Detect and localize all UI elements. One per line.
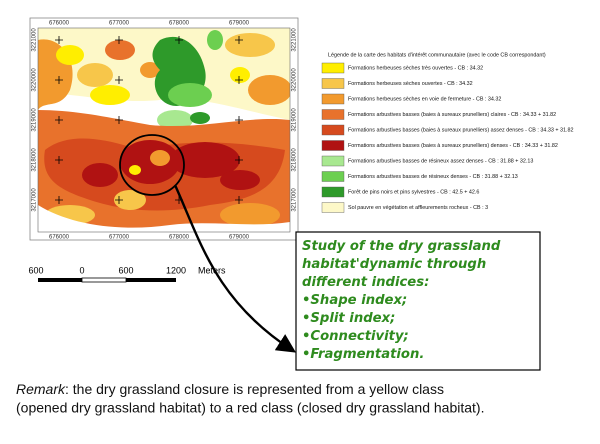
x-coord-label: 679000 [229, 235, 250, 241]
legend-swatch [321, 140, 345, 151]
legend-label: Sol pauvre en végétation et affleurement… [348, 205, 488, 211]
y-coord-label: 3221000 [292, 28, 298, 52]
legend-label: Formations herbeuses sèches très ouverte… [348, 65, 483, 71]
study-text: •Shape index; [302, 293, 407, 308]
scale-label: Meters [198, 265, 226, 275]
legend-label: Formations arbustives basses de résineux… [348, 158, 533, 164]
scale-bar [38, 277, 176, 283]
x-coord-label: 676000 [49, 235, 70, 241]
legend-swatch [321, 62, 345, 74]
study-box [295, 231, 541, 371]
legend-swatch [321, 171, 345, 182]
arrow [173, 184, 297, 353]
x-coord-label: 677000 [109, 21, 130, 27]
map [38, 28, 290, 232]
y-coord-label: 3219000 [32, 108, 38, 132]
x-coord-label: 678000 [169, 21, 190, 27]
x-coord-label: 679000 [229, 21, 250, 27]
legend-label: Formations arbustives basses (baies à su… [348, 112, 556, 118]
x-coord-label: 677000 [109, 235, 130, 241]
remark: Remark: the dry grassland closure is rep… [16, 381, 444, 397]
scale-label: 0 [79, 265, 84, 275]
remark-label: Remark [16, 381, 66, 397]
legend-swatch [321, 78, 345, 89]
legend-label: Formations arbustives basses (baies à su… [348, 127, 573, 133]
legend-label: Formations herbeuses sèches en voie de f… [348, 96, 501, 102]
scale-label: 1200 [166, 265, 186, 275]
study-text: habitat'dynamic through [302, 257, 486, 272]
x-coord-label: 676000 [49, 21, 70, 27]
legend-swatch [321, 124, 345, 136]
legend-swatch [321, 93, 345, 105]
remark-text: : the dry grassland closure is represent… [65, 381, 444, 397]
study-text: Study of the dry grassland [302, 239, 501, 254]
y-coord-label: 3217000 [292, 188, 298, 212]
legend-swatch [321, 109, 345, 120]
y-coord-label: 3220000 [32, 68, 38, 92]
remark-text: (opened dry grassland habitat) to a red … [16, 400, 484, 416]
scale-label: 600 [118, 265, 133, 275]
legend-label: Formations herbeuses sèches ouvertes - C… [348, 81, 473, 87]
legend-label: Formations arbustives basses (baies à su… [348, 143, 558, 149]
y-coord-label: 3220000 [292, 68, 298, 92]
study-text: •Split index; [302, 311, 395, 326]
legend-label: Formations arbustives basses de résineux… [348, 174, 518, 180]
y-coord-label: 3219000 [292, 108, 298, 132]
legend-swatch [321, 186, 345, 198]
study-text: •Fragmentation. [302, 347, 424, 362]
legend-title: Légende de la carte des habitats d'intér… [328, 52, 546, 58]
legend-swatch [321, 155, 345, 167]
y-coord-label: 3217000 [32, 188, 38, 212]
grid-crosses [55, 36, 243, 204]
scale-label: 600 [28, 265, 43, 275]
legend-swatch [321, 202, 345, 213]
y-coord-label: 3218000 [32, 148, 38, 172]
study-text: •Connectivity; [302, 329, 409, 344]
highlight-circle [119, 134, 185, 196]
study-text: different indices: [302, 275, 429, 290]
x-coord-label: 678000 [169, 235, 190, 241]
legend-label: Forêt de pins noirs et pins sylvestres -… [348, 189, 479, 195]
y-coord-label: 3221000 [32, 28, 38, 52]
y-coord-label: 3218000 [292, 148, 298, 172]
